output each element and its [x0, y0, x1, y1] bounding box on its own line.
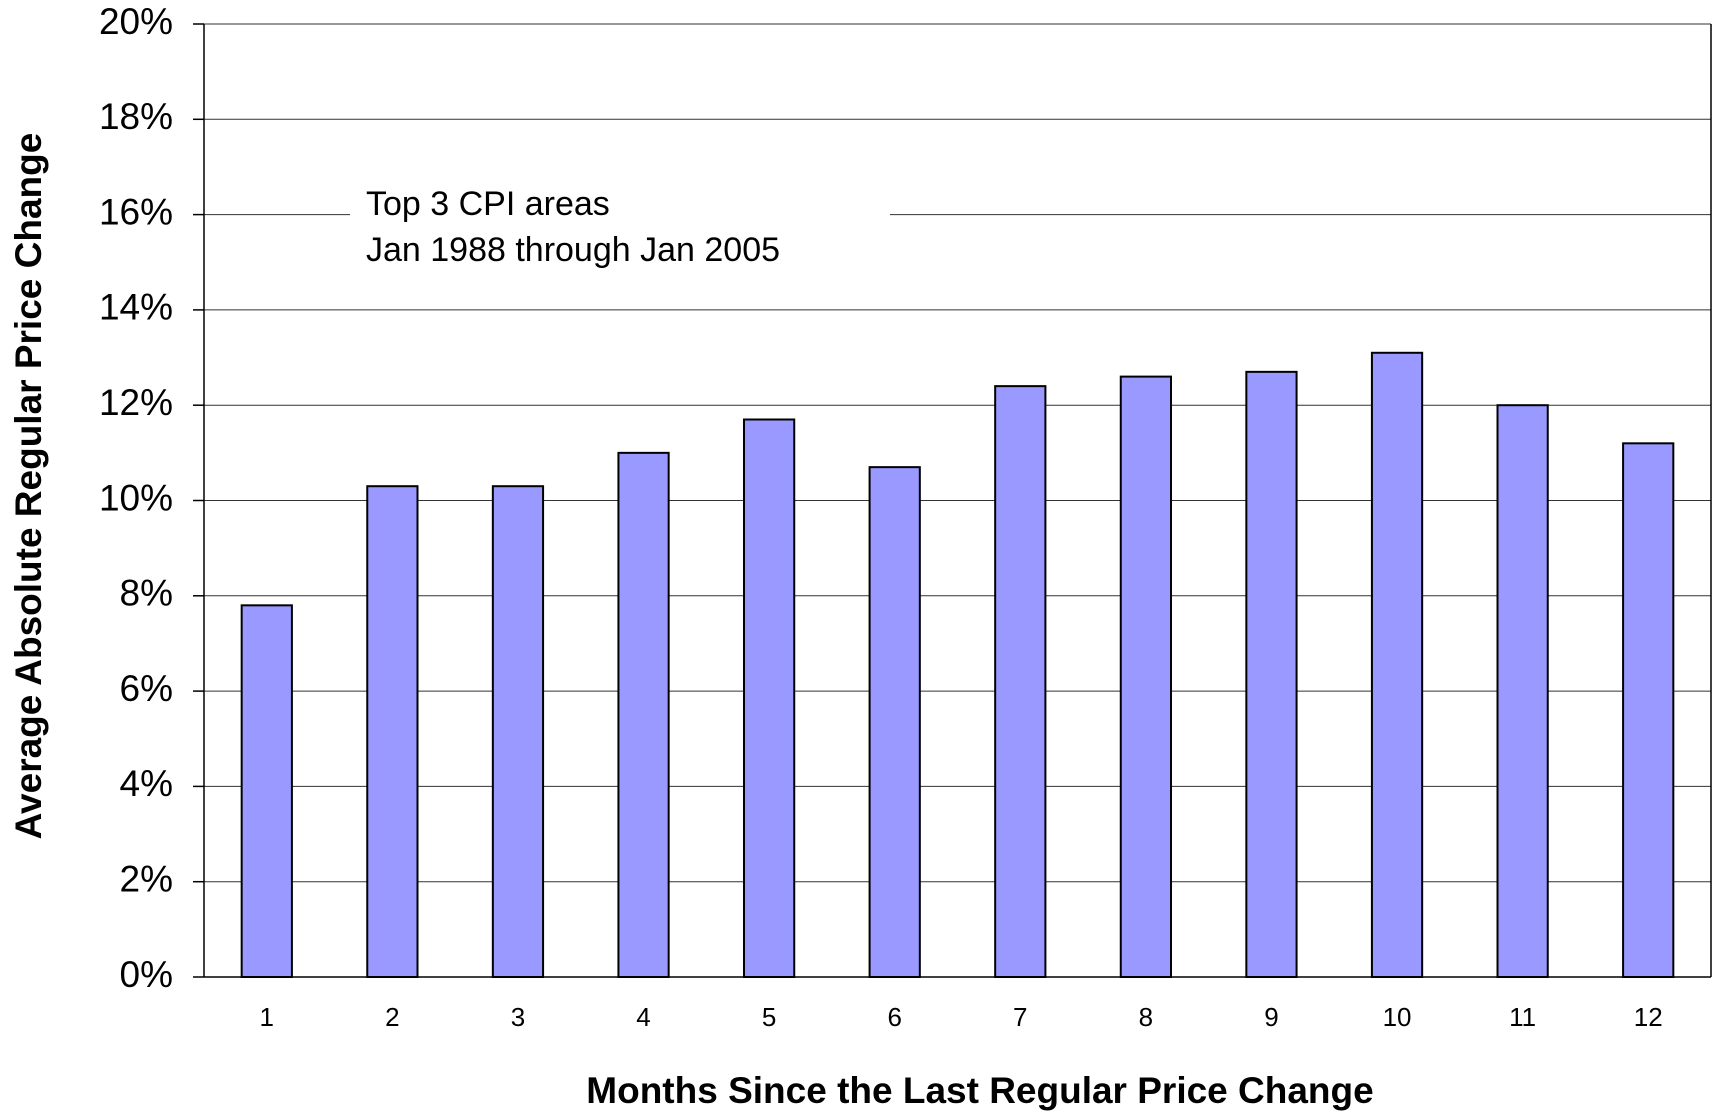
grid [204, 23, 1711, 978]
x-tick-label: 3 [511, 1002, 525, 1032]
bar [1245, 370, 1298, 979]
y-tick-label: 0% [120, 954, 173, 995]
x-axis-title: Months Since the Last Regular Price Chan… [586, 1070, 1373, 1111]
x-tick-label: 9 [1264, 1002, 1278, 1032]
y-tick-label: 10% [99, 477, 173, 518]
bar [1496, 404, 1549, 978]
bar [366, 485, 419, 978]
bar [1119, 375, 1172, 978]
y-axis-title: Average Absolute Regular Price Change [8, 133, 49, 840]
bar [868, 466, 921, 978]
y-tick-label: 14% [99, 287, 173, 328]
x-tick-label: 6 [887, 1002, 901, 1032]
y-tick-label: 8% [120, 573, 173, 614]
bar [1370, 351, 1424, 979]
bar [743, 418, 796, 978]
y-tick-label: 18% [99, 96, 173, 137]
x-tick-label: 11 [1509, 1002, 1536, 1032]
x-tick-label: 7 [1013, 1002, 1027, 1032]
x-tick-label: 10 [1383, 1002, 1412, 1032]
x-tick-label: 12 [1634, 1002, 1663, 1032]
y-tick-label: 2% [120, 858, 173, 899]
bar [994, 385, 1047, 978]
annotation-background [350, 190, 890, 270]
y-tick-label: 20% [99, 1, 173, 42]
x-tick-label: 4 [636, 1002, 650, 1032]
bar [617, 451, 670, 979]
bar [1622, 442, 1675, 978]
annotation: Top 3 CPI areas [366, 185, 610, 223]
y-tick-label: 16% [99, 191, 173, 232]
bar [240, 604, 293, 979]
y-tick-label: 4% [120, 763, 173, 804]
x-tick-label: 8 [1139, 1002, 1153, 1032]
y-tick-label: 6% [120, 668, 173, 709]
y-tick-label: 12% [99, 382, 173, 423]
x-tick-label: 1 [260, 1002, 274, 1032]
x-tick-label: 5 [762, 1002, 776, 1032]
bar [491, 485, 545, 978]
x-tick-label: 2 [385, 1002, 399, 1032]
annotation: Jan 1988 through Jan 2005 [366, 231, 780, 269]
